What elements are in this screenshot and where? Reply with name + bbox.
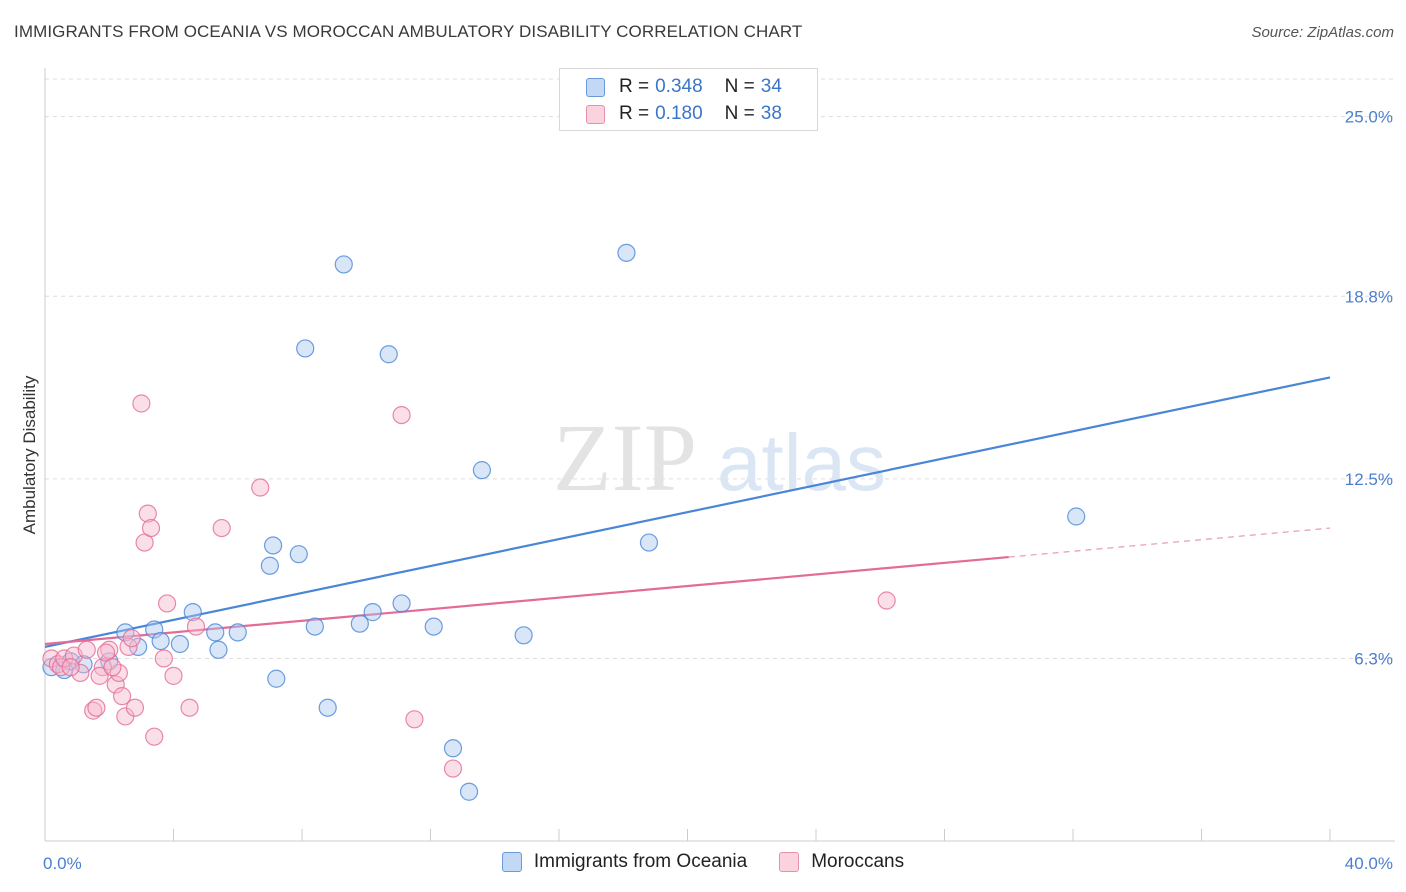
x-tick-label-max: 40.0%	[1345, 854, 1393, 873]
trend-line-moroccans	[44, 555, 1009, 646]
legend-r-label: R =	[619, 103, 650, 124]
legend-r-value: 0.348	[655, 76, 703, 97]
legend-swatch-moroccans	[586, 104, 605, 124]
point-moroccans	[138, 504, 157, 523]
point-moroccans	[112, 687, 132, 706]
legend-swatch-oceania	[586, 77, 605, 97]
legend-row-moroccans: R = 0.180 N = 38	[586, 102, 782, 126]
point-oceania	[183, 603, 202, 622]
point-moroccans	[125, 698, 145, 717]
point-oceania	[424, 617, 443, 636]
point-moroccans	[87, 698, 106, 717]
source-label: Source: ZipAtlas.com	[1251, 24, 1394, 41]
point-moroccans	[392, 405, 411, 425]
legend-r-label: R =	[619, 76, 650, 97]
legend-n-value: 38	[760, 103, 782, 124]
point-moroccans	[61, 658, 80, 677]
chart-title: IMMIGRANTS FROM OCEANIA VS MOROCCAN AMBU…	[14, 22, 803, 41]
point-oceania	[228, 623, 247, 642]
point-moroccans	[164, 666, 183, 685]
legend-swatch-moroccans	[779, 852, 800, 872]
point-oceania	[334, 255, 353, 274]
point-moroccans	[405, 710, 424, 729]
point-oceania	[472, 461, 491, 480]
point-moroccans	[145, 727, 164, 746]
point-oceania	[639, 533, 659, 552]
point-moroccans	[84, 701, 103, 720]
point-moroccans	[157, 594, 177, 613]
x-tick-labels: 0.0% 40.0%	[43, 854, 1393, 873]
watermark-zip: ZIP	[553, 404, 697, 511]
point-moroccans	[122, 629, 141, 648]
point-oceania	[514, 626, 533, 645]
y-tick-label: 18.8%	[1345, 287, 1393, 306]
legend-n-label: N =	[724, 103, 755, 124]
legend-swatch-oceania	[501, 852, 522, 872]
point-oceania	[170, 634, 190, 654]
point-oceania	[318, 698, 337, 717]
y-axis-label: Ambulatory Disability	[20, 375, 39, 534]
trend-line-oceania	[44, 376, 1331, 648]
legend-r-value: 0.180	[655, 103, 703, 124]
point-moroccans	[877, 591, 896, 610]
trend-line-moroccans-extension	[1008, 527, 1331, 558]
point-oceania	[1067, 507, 1086, 526]
legend-row-oceania: R = 0.348 N = 34	[586, 75, 782, 99]
point-oceania	[209, 640, 228, 659]
point-oceania	[145, 620, 164, 639]
series-legend: Immigrants from Oceania Moroccans	[0, 851, 1406, 873]
legend-item-moroccans[interactable]: Moroccans	[779, 851, 904, 873]
legend-item-oceania[interactable]: Immigrants from Oceania	[501, 851, 748, 873]
point-moroccans	[90, 666, 109, 685]
point-oceania	[267, 669, 286, 688]
trend-lines	[44, 376, 1331, 648]
y-tick-label: 12.5%	[1345, 470, 1393, 489]
point-oceania	[296, 339, 315, 358]
point-oceania	[260, 556, 279, 575]
point-oceania	[379, 345, 398, 364]
point-oceania	[206, 623, 225, 642]
axes	[44, 68, 1395, 842]
point-oceania	[305, 617, 324, 636]
point-moroccans	[186, 617, 206, 636]
y-tick-label: 25.0%	[1345, 108, 1393, 127]
point-oceania	[443, 739, 463, 758]
point-moroccans	[77, 640, 96, 659]
correlation-legend: R = 0.348 N = 34 R = 0.180 N = 38	[559, 68, 818, 131]
point-moroccans	[212, 518, 231, 538]
point-oceania	[151, 631, 170, 651]
point-oceania	[350, 614, 369, 633]
legend-label-moroccans: Moroccans	[811, 851, 905, 872]
legend-n-value: 34	[760, 76, 782, 97]
point-moroccans	[251, 478, 270, 497]
point-moroccans	[100, 640, 119, 659]
legend-n-label: N =	[724, 76, 755, 97]
y-tick-labels: 6.3% 12.5% 18.8% 25.0%	[1345, 108, 1393, 669]
point-moroccans	[106, 675, 125, 694]
point-moroccans	[71, 663, 90, 683]
point-oceania	[617, 243, 636, 262]
x-tick-label-min: 0.0%	[43, 854, 82, 873]
grid-lines	[45, 78, 1395, 659]
legend-label-oceania: Immigrants from Oceania	[533, 851, 748, 872]
point-moroccans	[180, 698, 199, 717]
point-oceania	[392, 594, 411, 613]
point-moroccans	[443, 759, 463, 778]
point-moroccans	[141, 518, 161, 538]
point-oceania	[289, 545, 308, 564]
point-moroccans	[154, 649, 173, 668]
point-moroccans	[132, 394, 151, 413]
point-oceania	[363, 603, 382, 622]
y-tick-label: 6.3%	[1354, 649, 1393, 668]
data-points	[42, 243, 1086, 801]
point-moroccans	[103, 658, 122, 677]
watermark-atlas: atlas	[717, 418, 886, 507]
point-oceania	[459, 782, 479, 801]
point-oceania	[263, 536, 283, 555]
